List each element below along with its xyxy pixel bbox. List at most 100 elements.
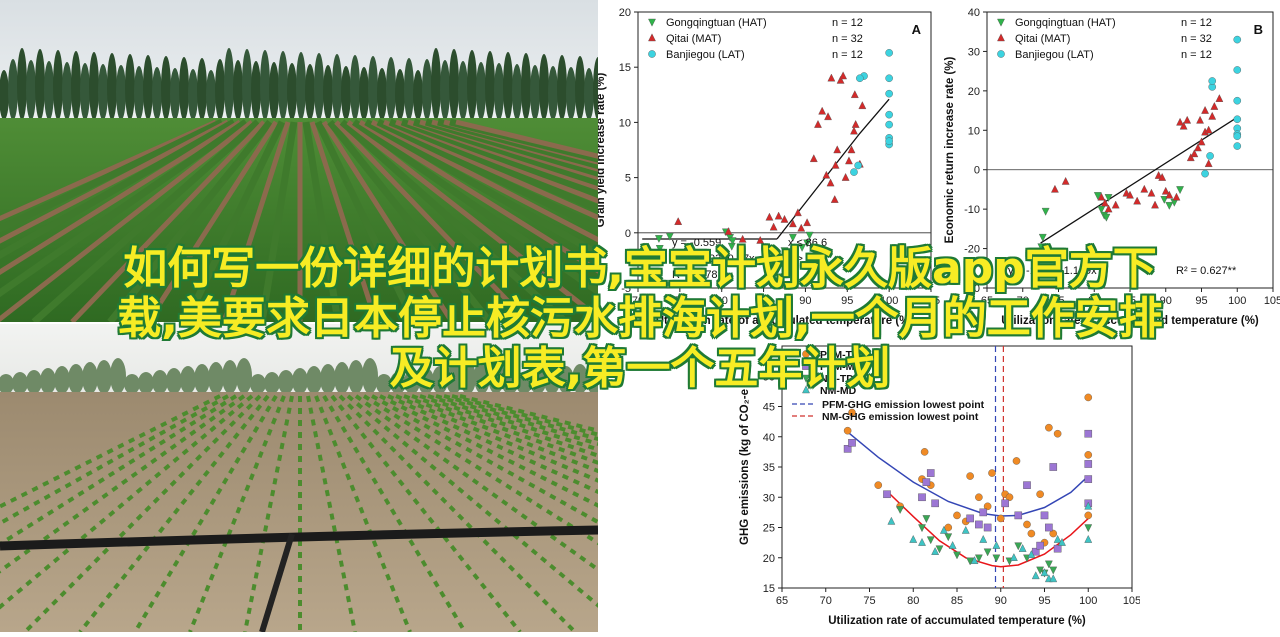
fit-curve xyxy=(847,431,1089,517)
data-point xyxy=(1101,198,1109,207)
x-tick-label: 80 xyxy=(1088,295,1100,307)
x-tick-label: 75 xyxy=(1052,295,1064,307)
x-tick-label: 100 xyxy=(1079,595,1097,607)
data-point xyxy=(885,110,893,119)
data-point xyxy=(975,493,983,502)
fit-annotation: x > 86.6 xyxy=(788,253,827,265)
legend-marker xyxy=(997,18,1005,27)
data-point xyxy=(851,119,860,128)
legend-label: Banjiegou (LAT) xyxy=(1015,49,1094,61)
legend-marker xyxy=(997,33,1005,42)
data-point xyxy=(1084,460,1093,468)
x-axis-label: Utilization rate of accumulated temperat… xyxy=(828,615,1086,627)
data-point xyxy=(1053,429,1062,438)
data-point xyxy=(1084,475,1093,483)
data-point xyxy=(850,126,858,135)
data-point xyxy=(983,523,992,532)
data-point xyxy=(797,223,806,232)
data-point xyxy=(996,514,1005,523)
x-tick-label: 95 xyxy=(841,295,853,307)
data-point xyxy=(1049,574,1058,583)
data-point xyxy=(1161,186,1170,195)
data-point xyxy=(1027,550,1036,558)
data-point xyxy=(1001,499,1009,508)
x-tick-label: 95 xyxy=(1195,295,1207,307)
data-point xyxy=(805,231,814,240)
data-point xyxy=(1041,207,1050,216)
data-point xyxy=(1053,544,1062,553)
data-point xyxy=(780,247,789,256)
data-point xyxy=(809,154,818,163)
data-point xyxy=(975,520,983,529)
series-1 xyxy=(674,71,867,244)
data-point xyxy=(827,73,836,82)
legend-count: n = 12 xyxy=(1181,49,1212,61)
plot-frame xyxy=(986,11,1274,289)
data-point xyxy=(818,106,827,115)
x-tick-label: 95 xyxy=(1038,595,1050,607)
y-tick-label: 40 xyxy=(763,432,775,444)
chart-ghg-emissions: 65 70 75 80 85 90 95 100 105 15 20 25 30 35 40 45 50 Util… xyxy=(730,340,1141,632)
data-point xyxy=(830,195,839,203)
y-tick-label: 0 xyxy=(974,165,980,177)
legend-label: PFM-GHG emission lowest point xyxy=(822,399,985,411)
data-point xyxy=(909,534,918,543)
data-point xyxy=(953,551,961,560)
y-tick-label: -30 xyxy=(964,283,980,295)
data-point xyxy=(831,160,840,169)
data-point xyxy=(765,212,774,221)
legend-label: Qitai (MAT) xyxy=(666,33,721,45)
data-point xyxy=(983,502,992,511)
data-point xyxy=(1040,511,1049,520)
data-point xyxy=(822,170,831,179)
data-point xyxy=(918,524,926,533)
fit-annotation: y = -0.559 xyxy=(672,237,721,249)
fit-r-squared: R² = 0.627** xyxy=(1176,265,1237,277)
data-point xyxy=(793,208,802,217)
x-tick-label: 75 xyxy=(674,295,686,307)
data-point xyxy=(920,448,929,456)
data-point xyxy=(874,481,883,489)
data-point xyxy=(845,156,853,165)
data-point xyxy=(1018,544,1027,552)
data-point xyxy=(918,493,926,502)
data-point xyxy=(1111,200,1120,209)
data-point xyxy=(1165,201,1174,210)
panel-label: B xyxy=(1254,22,1263,37)
data-point xyxy=(1196,115,1204,124)
data-point xyxy=(1233,115,1242,124)
x-tick-label: 70 xyxy=(632,295,644,307)
data-point xyxy=(1084,393,1093,402)
data-point xyxy=(1051,184,1059,193)
data-point xyxy=(931,499,939,508)
data-point xyxy=(885,120,893,129)
legend-label: Gongqingtuan (HAT) xyxy=(1015,17,1116,29)
data-point xyxy=(1190,149,1199,158)
data-point xyxy=(1084,429,1093,438)
data-point xyxy=(1009,553,1018,561)
data-point xyxy=(803,218,812,227)
data-point xyxy=(1014,511,1023,520)
data-point xyxy=(1084,534,1093,543)
series-1 xyxy=(1051,94,1224,213)
data-point xyxy=(850,168,858,176)
data-point xyxy=(814,119,822,128)
y-tick-label: 15 xyxy=(763,583,775,595)
y-axis-label: GHG emissions (kg of CO₂-e xyxy=(739,389,751,545)
chart-grain-yield: 70 75 80 85 90 95 100 105 -5 0 5 10 15 20 Utilization … xyxy=(595,0,940,330)
data-point xyxy=(850,90,859,99)
data-point xyxy=(803,239,812,248)
data-point xyxy=(1097,192,1106,201)
data-point xyxy=(839,71,848,80)
legend-marker xyxy=(648,50,656,58)
fit-equation: y = -102.6+1.159x xyxy=(1008,265,1097,277)
data-point xyxy=(788,219,797,228)
data-point xyxy=(939,525,948,534)
data-point xyxy=(1104,204,1113,213)
y-tick-label: 45 xyxy=(763,402,775,414)
data-point xyxy=(1061,176,1070,185)
data-point xyxy=(992,554,1001,563)
data-point xyxy=(1027,529,1036,538)
data-point xyxy=(843,445,852,453)
y-tick-label: 30 xyxy=(763,492,775,504)
